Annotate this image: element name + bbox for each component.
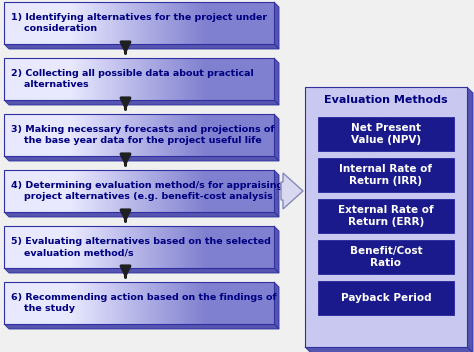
Polygon shape <box>318 158 454 192</box>
Text: 1) Identifying alternatives for the project under
    consideration: 1) Identifying alternatives for the proj… <box>11 13 267 33</box>
Polygon shape <box>281 173 303 209</box>
Text: Benefit/Cost
Ratio: Benefit/Cost Ratio <box>350 246 422 268</box>
Text: External Rate of
Return (ERR): External Rate of Return (ERR) <box>338 205 434 227</box>
Polygon shape <box>274 114 279 161</box>
Polygon shape <box>318 117 454 151</box>
Text: 6) Recommending action based on the findings of
    the study: 6) Recommending action based on the find… <box>11 293 277 313</box>
Polygon shape <box>274 58 279 105</box>
Polygon shape <box>274 282 279 329</box>
Polygon shape <box>4 100 279 105</box>
Text: 3) Making necessary forecasts and projections of
    the base year data for the : 3) Making necessary forecasts and projec… <box>11 125 274 145</box>
Text: 2) Collecting all possible data about practical
    alternatives: 2) Collecting all possible data about pr… <box>11 69 254 89</box>
Text: Internal Rate of
Return (IRR): Internal Rate of Return (IRR) <box>339 164 432 186</box>
Polygon shape <box>318 281 454 315</box>
Polygon shape <box>305 347 473 352</box>
Polygon shape <box>318 240 454 274</box>
Polygon shape <box>318 199 454 233</box>
Text: Net Present
Value (NPV): Net Present Value (NPV) <box>351 123 421 145</box>
Text: Payback Period: Payback Period <box>341 293 431 303</box>
Polygon shape <box>4 268 279 273</box>
Polygon shape <box>4 212 279 217</box>
Polygon shape <box>274 2 279 49</box>
Polygon shape <box>274 226 279 273</box>
Polygon shape <box>467 87 473 352</box>
Polygon shape <box>4 324 279 329</box>
Polygon shape <box>274 170 279 217</box>
Text: 4) Determining evaluation method/s for appraising
    project alternatives (e.g.: 4) Determining evaluation method/s for a… <box>11 181 283 201</box>
Polygon shape <box>4 44 279 49</box>
Text: Evaluation Methods: Evaluation Methods <box>324 95 448 105</box>
Polygon shape <box>4 156 279 161</box>
Text: 5) Evaluating alternatives based on the selected
    evaluation method/s: 5) Evaluating alternatives based on the … <box>11 237 271 257</box>
